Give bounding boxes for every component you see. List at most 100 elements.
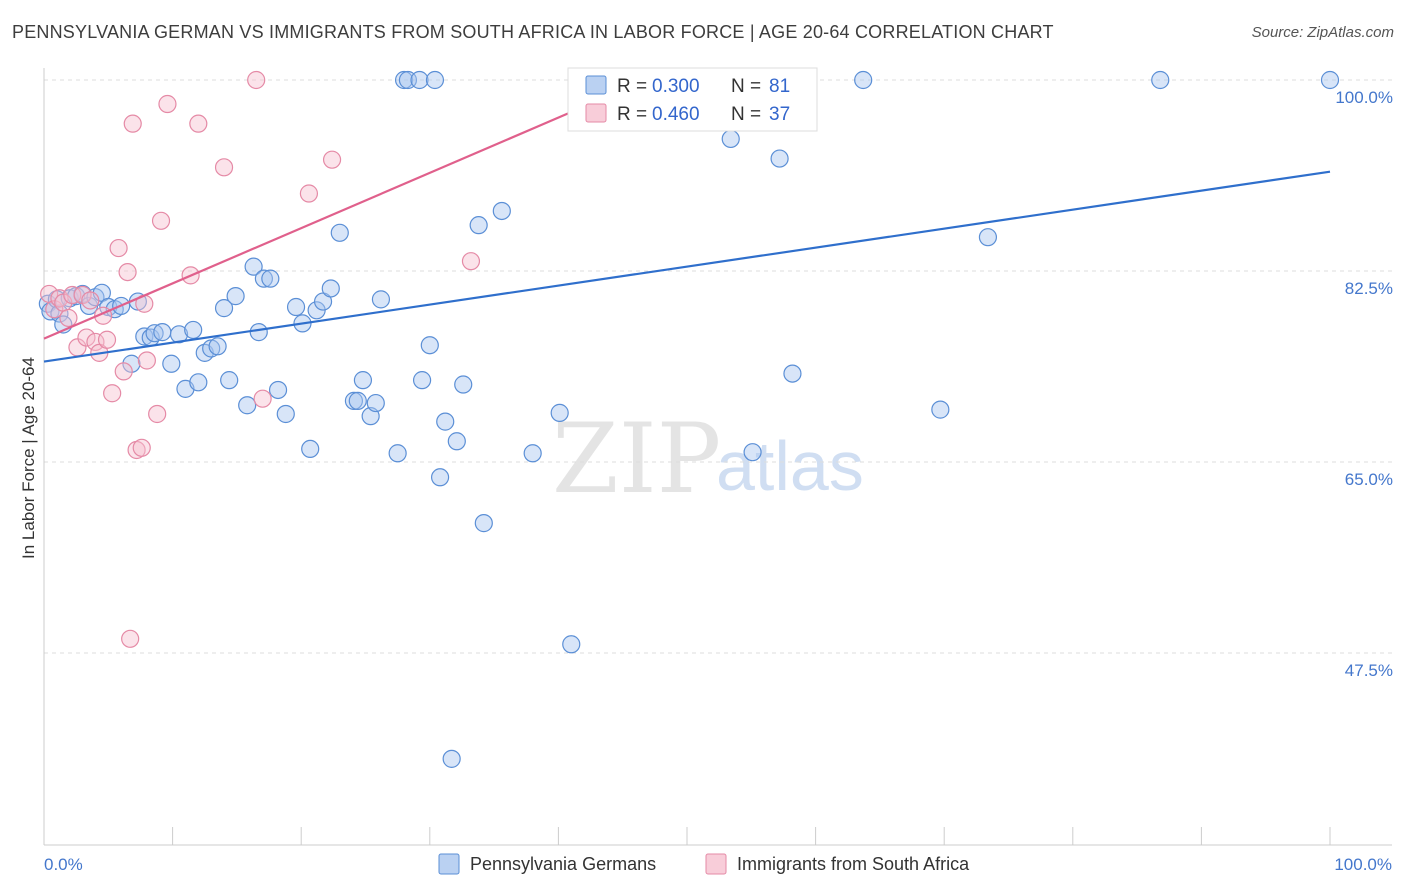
- data-point-south-africa: [189, 114, 208, 133]
- data-point-south-africa: [121, 629, 140, 648]
- source-attribution: Source: ZipAtlas.com: [1252, 24, 1394, 41]
- data-point-pennsylvania-germans: [412, 371, 432, 390]
- data-point-south-africa: [81, 291, 100, 310]
- bottom-legend-label-pennsylvania-germans[interactable]: Pennsylvania Germans: [470, 854, 656, 874]
- data-point-pennsylvania-germans: [122, 354, 141, 373]
- axes: [43, 68, 1392, 846]
- x-axis-ticks: [43, 827, 1331, 845]
- data-point-pennsylvania-germans: [184, 320, 203, 340]
- data-point-south-africa: [299, 184, 319, 203]
- data-point-pennsylvania-germans: [268, 380, 288, 400]
- data-point-south-africa: [97, 330, 117, 349]
- data-point-pennsylvania-germans: [169, 325, 189, 344]
- gridlines: [44, 79, 1392, 654]
- legend-r-label-1: R =: [617, 76, 647, 97]
- data-point-pennsylvania-germans: [388, 444, 407, 463]
- y-tick-label: 47.5%: [1345, 661, 1393, 680]
- data-point-south-africa: [109, 238, 128, 258]
- y-tick-labels: 47.5% 65.0% 82.5% 100.0%: [1335, 88, 1393, 680]
- data-point-south-africa: [45, 300, 64, 319]
- data-point-pennsylvania-germans: [254, 269, 274, 288]
- bottom-legend-swatch-pennsylvania-germans[interactable]: [438, 853, 460, 875]
- data-point-south-africa: [132, 438, 151, 457]
- data-point-pennsylvania-germans: [344, 391, 364, 410]
- series-south-africa-points: [40, 70, 645, 648]
- data-point-south-africa: [103, 384, 122, 403]
- data-point-south-africa: [77, 328, 96, 347]
- data-point-south-africa: [214, 158, 234, 177]
- data-point-pennsylvania-germans: [371, 290, 391, 309]
- data-point-south-africa: [86, 332, 105, 352]
- data-point-south-africa: [253, 389, 272, 408]
- data-point-pennsylvania-germans: [286, 297, 306, 317]
- data-point-pennsylvania-germans: [276, 404, 295, 424]
- bottom-legend-swatch-south-africa[interactable]: [705, 853, 727, 875]
- data-point-south-africa: [461, 252, 481, 271]
- data-point-pennsylvania-germans: [135, 327, 154, 346]
- data-point-south-africa: [137, 351, 156, 370]
- data-point-pennsylvania-germans: [145, 324, 164, 343]
- source-value[interactable]: ZipAtlas.com: [1307, 24, 1394, 41]
- y-tick-label: 100.0%: [1335, 88, 1393, 107]
- watermark: ZIP atlas: [552, 403, 864, 515]
- x-tick-label-min: 0.0%: [44, 855, 83, 874]
- data-point-pennsylvania-germans: [348, 391, 367, 410]
- data-point-south-africa: [114, 362, 133, 381]
- data-point-pennsylvania-germans: [770, 149, 789, 168]
- data-point-south-africa: [148, 404, 167, 424]
- data-point-pennsylvania-germans: [366, 393, 385, 413]
- data-point-pennsylvania-germans: [562, 635, 581, 654]
- legend-r-value-2: 0.460: [652, 104, 700, 125]
- x-tick-label-max: 100.0%: [1334, 855, 1392, 874]
- legend-n-label-1: N =: [731, 76, 761, 97]
- data-point-south-africa: [158, 94, 177, 114]
- data-point-pennsylvania-germans: [743, 443, 762, 462]
- data-point-pennsylvania-germans: [523, 444, 542, 463]
- source-label: Source:: [1251, 24, 1304, 41]
- data-point-pennsylvania-germans: [978, 228, 998, 247]
- legend-r-label-2: R =: [617, 104, 647, 125]
- data-point-pennsylvania-germans: [394, 70, 414, 90]
- y-tick-label: 82.5%: [1345, 279, 1393, 298]
- data-point-pennsylvania-germans: [238, 396, 257, 415]
- legend-box: R = 0.300 N = 81 R = 0.460 N = 37: [567, 67, 818, 132]
- data-point-pennsylvania-germans: [321, 279, 340, 298]
- data-point-pennsylvania-germans: [249, 323, 268, 342]
- data-point-pennsylvania-germans: [436, 412, 455, 431]
- data-point-pennsylvania-germans: [425, 70, 445, 90]
- data-point-pennsylvania-germans: [220, 371, 239, 390]
- data-point-pennsylvania-germans: [410, 70, 429, 90]
- data-point-pennsylvania-germans: [454, 375, 473, 394]
- data-point-pennsylvania-germans: [430, 468, 450, 487]
- data-point-south-africa: [322, 150, 342, 169]
- data-point-pennsylvania-germans: [261, 269, 280, 288]
- data-point-pennsylvania-germans: [153, 323, 172, 342]
- data-point-south-africa: [151, 211, 171, 230]
- data-point-south-africa: [118, 262, 137, 282]
- data-point-south-africa: [59, 308, 78, 328]
- data-point-pennsylvania-germans: [721, 129, 740, 149]
- trend-line-south-africa: [43, 78, 647, 340]
- data-point-pennsylvania-germans: [214, 299, 234, 318]
- data-point-pennsylvania-germans: [783, 364, 802, 383]
- legend-swatch-pennsylvania-germans: [585, 75, 607, 95]
- y-tick-label: 65.0%: [1345, 470, 1393, 489]
- data-point-pennsylvania-germans: [469, 216, 488, 235]
- data-point-pennsylvania-germans: [420, 336, 439, 355]
- data-point-pennsylvania-germans: [330, 223, 349, 242]
- data-point-pennsylvania-germans: [474, 514, 493, 533]
- legend-r-value-1: 0.300: [652, 76, 700, 97]
- bottom-legend-label-south-africa[interactable]: Immigrants from South Africa: [737, 854, 970, 874]
- legend-swatch-south-africa: [585, 103, 607, 123]
- legend-n-value-2: 37: [769, 104, 790, 125]
- data-point-pennsylvania-germans: [492, 201, 511, 221]
- data-point-south-africa: [247, 70, 266, 90]
- data-point-pennsylvania-germans: [447, 432, 466, 451]
- data-point-south-africa: [123, 114, 142, 133]
- watermark-atlas: atlas: [716, 427, 864, 505]
- data-point-pennsylvania-germans: [162, 354, 181, 373]
- data-point-pennsylvania-germans: [353, 371, 373, 390]
- chart-title: PENNSYLVANIA GERMAN VS IMMIGRANTS FROM S…: [12, 22, 1054, 42]
- data-point-pennsylvania-germans: [1320, 70, 1340, 90]
